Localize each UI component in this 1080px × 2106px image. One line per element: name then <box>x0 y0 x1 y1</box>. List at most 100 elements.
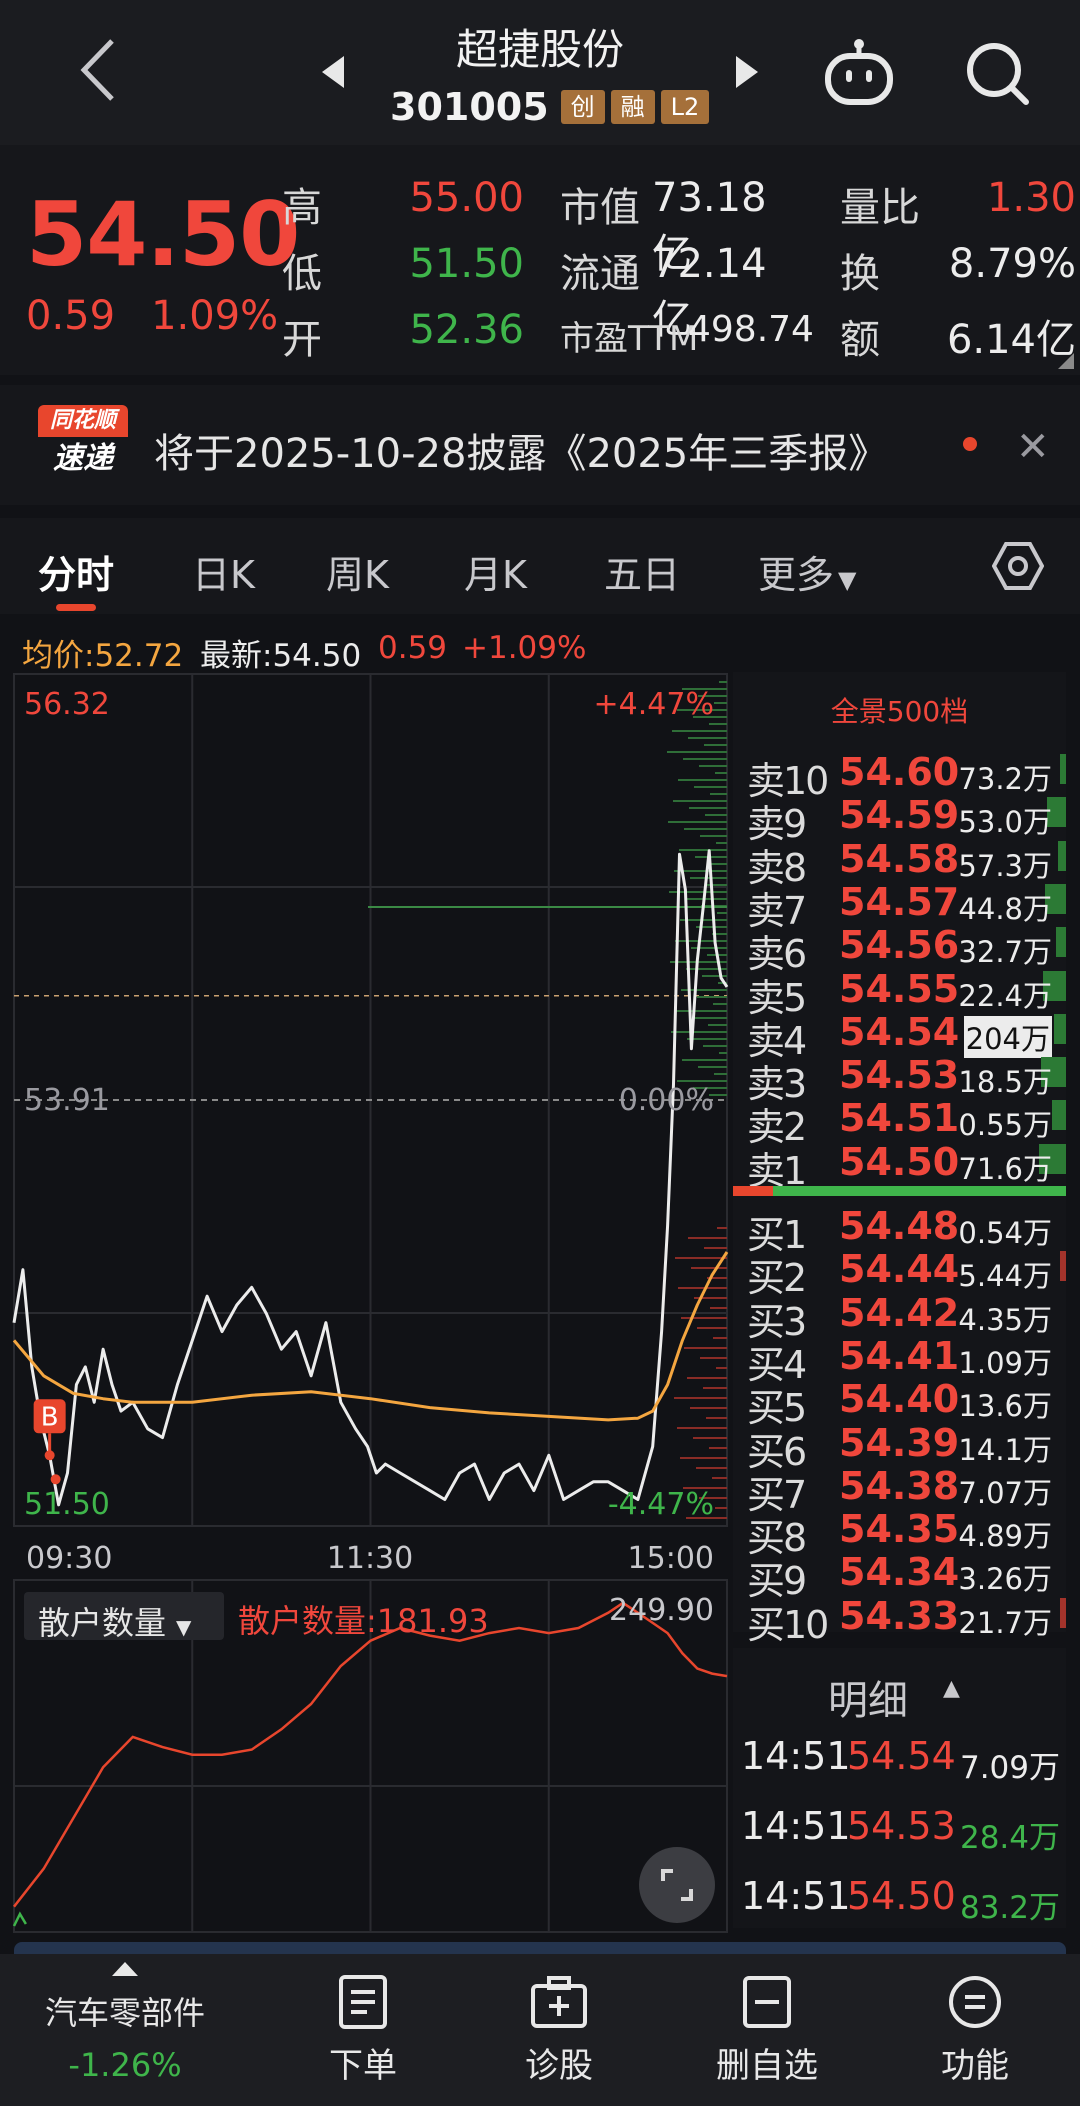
info-change-pct: +1.09% <box>462 630 587 666</box>
tab-weekly-k[interactable]: 周K <box>326 553 389 597</box>
remove-watchlist-label: 删自选 <box>716 2046 818 2086</box>
pct-low-label: -4.47% <box>608 1487 714 1522</box>
tag-l2[interactable]: L2 <box>660 90 710 124</box>
bid-level-label: 买6 <box>747 1429 807 1474</box>
remove-watchlist-button[interactable]: 删自选 <box>712 1974 822 2087</box>
bid-level-label: 买7 <box>747 1472 807 1517</box>
ask-volume-bar <box>1056 927 1066 958</box>
trade-time: 14:51 <box>741 1804 851 1848</box>
order-book-title[interactable]: 全景500档 <box>830 695 969 728</box>
bid-row[interactable]: 买1 54.48 0.54万 <box>733 1202 1066 1257</box>
order-label: 下单 <box>329 2046 397 2086</box>
bid-price: 54.42 <box>839 1290 960 1335</box>
buy-marker-dot <box>50 1474 61 1485</box>
stock-name: 超捷股份 <box>455 25 624 74</box>
function-button[interactable]: 功能 <box>930 1974 1020 2087</box>
bottom-edge <box>14 1942 1066 1956</box>
ask-row[interactable]: 卖7 54.57 44.8万 <box>733 878 1066 933</box>
ask-volume-bar <box>1060 754 1066 784</box>
tab-more[interactable]: 更多 ▼ <box>758 544 856 599</box>
ask-volume-bar <box>1052 1100 1066 1131</box>
high-value: 55.00 <box>409 175 524 221</box>
fullscreen-button[interactable] <box>639 1847 715 1923</box>
ask-volume-bar <box>1041 1057 1066 1088</box>
ask-row[interactable]: 卖1 54.50 71.6万 <box>733 1138 1066 1193</box>
bid-level-label: 买10 <box>747 1602 829 1647</box>
quote-panel[interactable]: 54.50 0.59 1.09% 高 55.00 低 51.50 开 52.36 … <box>0 145 1080 375</box>
avg-price-label: 均价:52.72 <box>22 638 184 674</box>
trade-details[interactable]: 明细 ▲ 14:51 54.54 7.09万 14:51 54.53 28.4万 14:51… <box>733 1648 1066 1928</box>
bid-volume: 1.09万 <box>958 1345 1052 1380</box>
tab-monthly-k[interactable]: 月K <box>464 553 527 597</box>
order-book[interactable]: 全景500档 卖10 54.60 73.2万 卖9 54.59 53.0万 卖8 54.58 5… <box>733 672 1066 1647</box>
turnover-label: 换 <box>840 251 880 297</box>
prev-stock-icon[interactable] <box>318 52 348 92</box>
indicator-dropdown[interactable]: 散户数量 ▼ <box>24 1592 224 1642</box>
ask-row[interactable]: 卖5 54.55 22.4万 <box>733 965 1066 1020</box>
ask-row[interactable]: 卖9 54.59 53.0万 <box>733 791 1066 846</box>
bid-row[interactable]: 买10 54.33 21.7万 <box>733 1592 1066 1647</box>
bid-price: 54.44 <box>839 1247 960 1292</box>
trade-details-title[interactable]: 明细 <box>828 1678 908 1724</box>
news-banner[interactable]: 同花顺 速递 将于2025-10-28披露《2025年三季报》 <box>0 385 1080 505</box>
order-button[interactable]: 下单 <box>318 1974 408 2087</box>
ask-level-label: 卖1 <box>747 1148 807 1193</box>
bid-row[interactable]: 买7 54.38 7.07万 <box>733 1462 1066 1517</box>
pct-high-label: +4.47% <box>594 687 714 722</box>
close-icon[interactable]: ✕ <box>1016 424 1050 470</box>
news-text[interactable]: 将于2025-10-28披露《2025年三季报》 <box>154 431 889 477</box>
ask-price: 54.50 <box>839 1139 960 1184</box>
ask-price: 54.60 <box>839 750 960 794</box>
expand-corner-icon[interactable] <box>1058 353 1074 369</box>
ask-row[interactable]: 卖10 54.60 73.2万 <box>733 748 1066 803</box>
mcap-value: 73.18亿 <box>652 175 767 277</box>
bid-row[interactable]: 买4 54.41 1.09万 <box>733 1332 1066 1387</box>
bottom-toolbar: 下单 诊股 删自选 功能 <box>0 1954 1080 2106</box>
tab-intraday[interactable]: 分时 <box>38 553 115 597</box>
bid-volume-bar <box>1060 1251 1066 1282</box>
news-logo-top: 同花顺 <box>38 405 128 437</box>
bid-level-label: 买3 <box>747 1299 807 1344</box>
ask-level-label: 卖10 <box>747 759 829 803</box>
current-price: 54.50 <box>26 183 300 286</box>
ask-level-label: 卖7 <box>747 888 807 933</box>
bid-row[interactable]: 买6 54.39 14.1万 <box>733 1419 1066 1474</box>
ask-volume-bar <box>1054 1013 1066 1044</box>
bid-row[interactable]: 买3 54.42 4.35万 <box>733 1289 1066 1344</box>
diagnose-button[interactable]: 诊股 <box>514 1974 604 2087</box>
search-icon[interactable] <box>962 38 1032 108</box>
bid-row[interactable]: 买5 54.40 13.6万 <box>733 1375 1066 1430</box>
next-stock-icon[interactable] <box>732 52 762 92</box>
bid-row[interactable]: 买9 54.34 3.26万 <box>733 1548 1066 1603</box>
bid-level-label: 买2 <box>747 1256 807 1301</box>
bid-volume: 4.89万 <box>958 1519 1052 1554</box>
bid-level-label: 买1 <box>747 1213 807 1257</box>
back-arrow-icon[interactable] <box>70 35 130 105</box>
chart-grid <box>13 673 728 1933</box>
y-low-label: 51.50 <box>24 1487 110 1522</box>
ask-price: 54.57 <box>839 879 960 924</box>
ask-volume: 73.2万 <box>958 762 1052 796</box>
ask-row[interactable]: 卖8 54.58 57.3万 <box>733 835 1066 890</box>
ask-row[interactable]: 卖3 54.53 18.5万 <box>733 1051 1066 1106</box>
ask-row[interactable]: 卖4 54.54 204万 <box>733 1008 1066 1063</box>
bid-row[interactable]: 买2 54.44 5.44万 <box>733 1245 1066 1300</box>
bid-volume-bar <box>1060 1597 1066 1628</box>
robot-assistant-icon[interactable] <box>822 38 896 108</box>
ask-level-label: 卖4 <box>747 1018 807 1063</box>
ask-row[interactable]: 卖2 54.51 0.55万 <box>733 1094 1066 1149</box>
bid-row[interactable]: 买8 54.35 4.89万 <box>733 1505 1066 1560</box>
settings-hexagon-icon[interactable] <box>992 540 1044 592</box>
float-value: 72.14亿 <box>652 241 767 343</box>
trade-price: 54.53 <box>847 1804 956 1848</box>
bid-price: 54.33 <box>839 1593 960 1638</box>
tab-daily-k[interactable]: 日K <box>192 553 255 597</box>
sector-button[interactable]: 汽车零部件 -1.26% <box>30 1960 220 2084</box>
trade-row: 14:51 54.54 7.09万 <box>741 1734 1066 1790</box>
ask-row[interactable]: 卖6 54.56 32.7万 <box>733 921 1066 976</box>
bid-price: 54.39 <box>839 1420 960 1465</box>
intraday-chart[interactable]: B 56.32 53.91 51.50 +4.47% 0.00% -4.47% 09:30 1… <box>0 670 730 1940</box>
sector-name: 汽车零部件 <box>44 1994 205 2032</box>
tab-five-day[interactable]: 五日 <box>604 553 681 597</box>
price-line <box>12 849 729 1507</box>
